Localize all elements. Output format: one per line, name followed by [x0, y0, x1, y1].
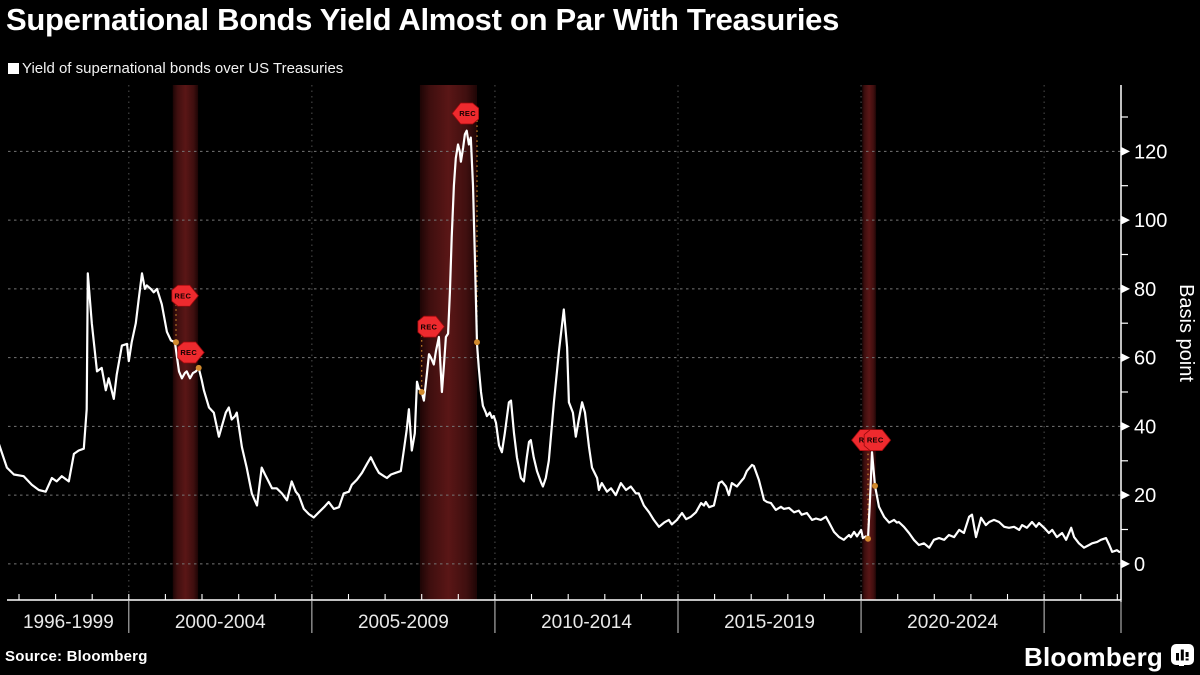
- rec-flag-label: REC: [174, 291, 191, 300]
- y-tick-arrow: [1121, 559, 1130, 569]
- legend-label: Yield of supernational bonds over US Tre…: [22, 60, 344, 77]
- rec-flag-shape: [177, 341, 205, 364]
- y-axis-tick-label: 60: [1134, 348, 1156, 370]
- bloomberg-bars-icon: [1171, 643, 1194, 672]
- rec-flag-label: REC: [459, 109, 476, 118]
- y-axis-title: Basis point: [1175, 284, 1197, 382]
- legend-swatch-icon: [8, 63, 19, 74]
- bloomberg-logo: Bloomberg: [1024, 642, 1194, 673]
- rec-flag-label: REC: [867, 436, 884, 445]
- event-dot: [418, 389, 425, 395]
- y-tick-arrow: [1121, 353, 1130, 363]
- recession-band: [419, 85, 477, 600]
- y-axis-tick-label: 0: [1134, 554, 1145, 576]
- rec-flag-shape: [417, 315, 445, 338]
- rec-flag: REC: [171, 284, 199, 307]
- x-axis-label: 2000-2004: [175, 612, 266, 633]
- y-axis-tick-label: 120: [1134, 141, 1167, 163]
- rec-flag: REC: [417, 315, 445, 338]
- series-line: [0, 129, 1121, 554]
- rec-flag: REC: [863, 429, 892, 452]
- source-label: Source: Bloomberg: [5, 648, 148, 665]
- page-title: Supernational Bonds Yield Almost on Par …: [6, 2, 840, 37]
- y-axis-tick-label: 40: [1134, 416, 1156, 438]
- event-dot: [173, 339, 179, 346]
- legend: Yield of supernational bonds over US Tre…: [8, 60, 343, 77]
- y-tick-arrow: [1121, 146, 1130, 156]
- event-dot: [872, 482, 878, 489]
- y-tick-arrow: [1121, 284, 1130, 294]
- event-dot: [474, 339, 480, 346]
- x-axis-label: 2020-2024: [907, 612, 998, 633]
- rec-flag: REC: [177, 341, 205, 364]
- rec-flag-label: REC: [421, 322, 438, 331]
- rec-flag-shape: [863, 429, 892, 452]
- y-axis-tick-label: 100: [1134, 210, 1167, 232]
- y-tick-arrow: [1121, 421, 1130, 431]
- y-axis-tick-label: 80: [1134, 279, 1156, 301]
- x-axis-label: 2015-2019: [724, 612, 815, 633]
- event-dot: [865, 535, 871, 542]
- rec-flag-shape: [451, 102, 480, 125]
- bloomberg-wordmark: Bloomberg: [1023, 642, 1163, 672]
- x-axis-label: 2005-2009: [358, 612, 449, 633]
- rec-flag: REC: [451, 102, 480, 125]
- y-axis-tick-label: 20: [1134, 485, 1156, 507]
- rec-flag-label: REC: [180, 348, 197, 357]
- event-dot: [195, 364, 202, 371]
- y-tick-arrow: [1121, 215, 1130, 225]
- y-tick-arrow: [1121, 490, 1130, 500]
- x-axis-label: 1996-1999: [23, 612, 114, 633]
- rec-flag-shape: [171, 284, 199, 307]
- x-axis-label: 2010-2014: [541, 612, 632, 633]
